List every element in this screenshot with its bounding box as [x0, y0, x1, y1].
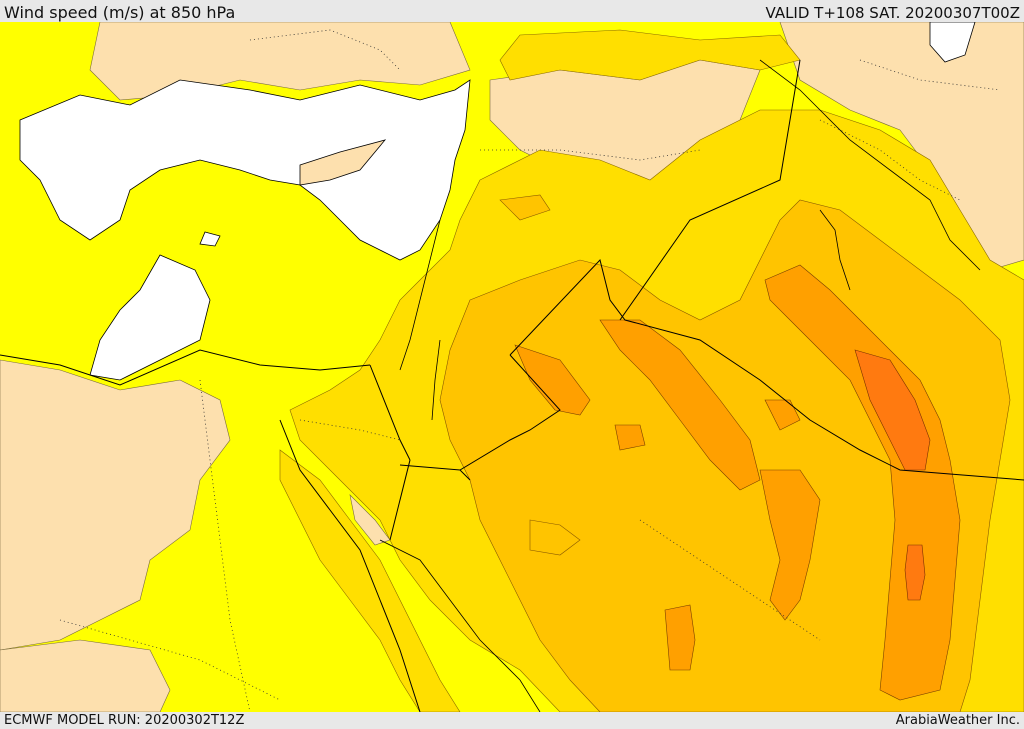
province-borders [59, 29, 1001, 712]
map-footer: ECMWF MODEL RUN: 20200302T12Z ArabiaWeat… [0, 712, 1024, 729]
wind-speed-map [0, 22, 1024, 712]
valid-time: VALID T+108 SAT. 20200307T00Z [765, 4, 1020, 22]
map-header: Wind speed (m/s) at 850 hPa VALID T+108 … [0, 0, 1024, 22]
map-title: Wind speed (m/s) at 850 hPa [4, 3, 236, 22]
sea-areas [19, 22, 976, 381]
credit: ArabiaWeather Inc. [895, 713, 1020, 728]
map-panel [0, 22, 1024, 712]
calm-wind-zones [0, 22, 1024, 712]
cyprus-island [299, 139, 387, 186]
model-run: ECMWF MODEL RUN: 20200302T12Z [4, 713, 245, 728]
maximum-wind-core [854, 349, 931, 601]
country-borders [0, 59, 1024, 712]
coastlines [379, 59, 981, 712]
